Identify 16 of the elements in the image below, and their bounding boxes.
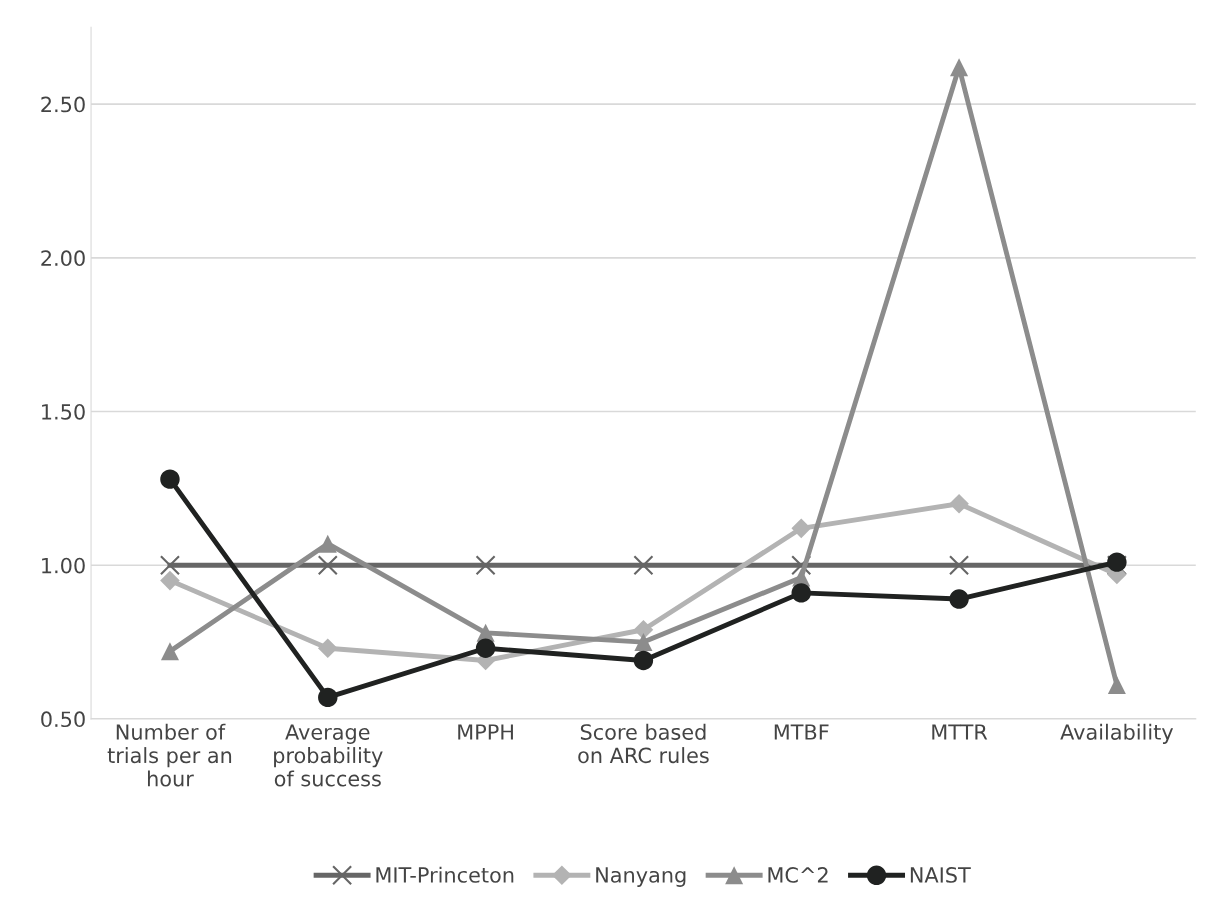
x-tick-label: MTTR — [932, 724, 988, 740]
legend-label: Nanyang — [596, 867, 686, 887]
legend-label: MC^2 — [768, 867, 828, 883]
x-tick-label: Average probability of success — [274, 724, 383, 787]
x-tick-label: Availability — [1060, 723, 1174, 744]
y-tick-label: 2.00 — [41, 250, 85, 267]
y-tick-label: 0.50 — [41, 711, 85, 728]
y-tick-label: 2.50 — [41, 96, 85, 113]
x-tick-label: Number of trials per an hour — [107, 723, 232, 787]
y-tick-label: 1.00 — [42, 557, 85, 574]
x-tick-label: MTBF — [774, 724, 829, 740]
legend-label: MIT-Princeton — [376, 866, 514, 883]
x-tick-label: MPPH — [458, 724, 513, 740]
x-tick-label: Score based on ARC rules — [578, 723, 709, 764]
legend-label: NAIST — [910, 867, 971, 883]
y-tick-label: 1.50 — [42, 403, 85, 420]
